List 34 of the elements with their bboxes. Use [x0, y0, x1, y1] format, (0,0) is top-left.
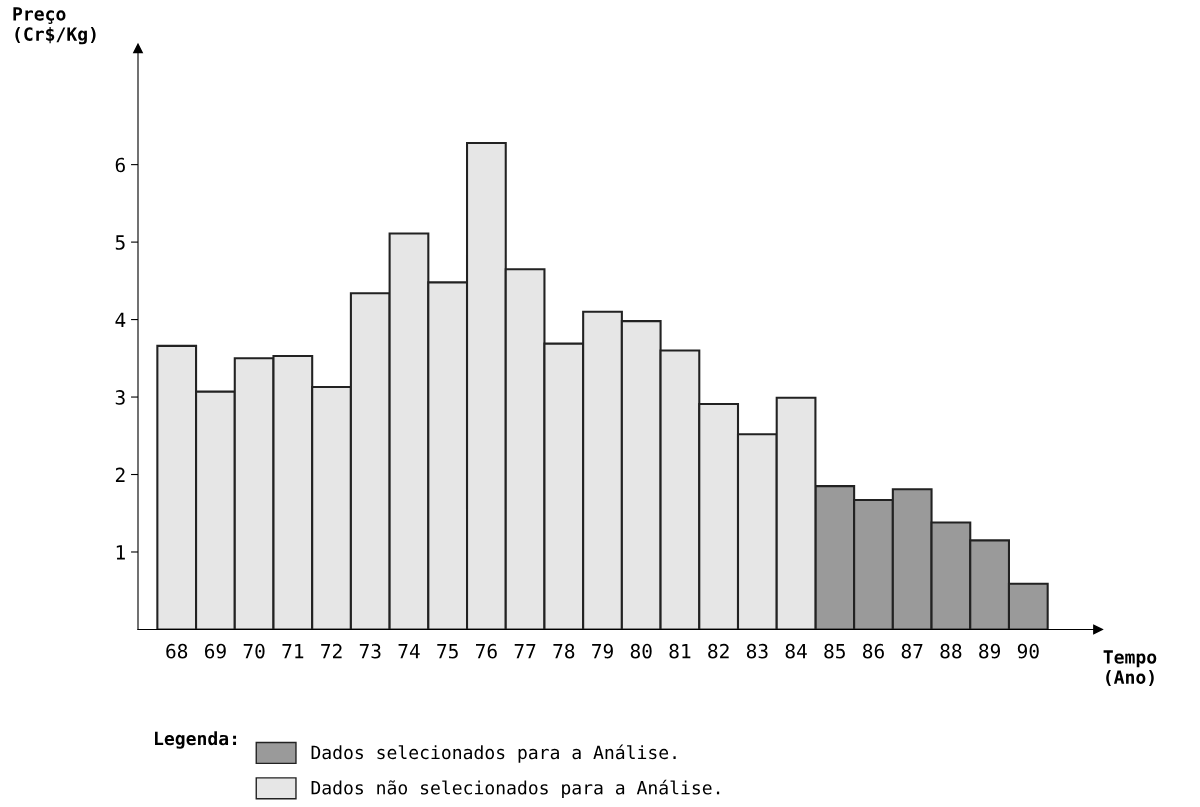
- x-tick-label: 68: [166, 643, 188, 659]
- x-tick-label: 82: [708, 643, 729, 659]
- x-tick-label: 69: [204, 643, 226, 659]
- legend-title: Legenda:: [155, 731, 237, 749]
- x-tick-label: 84: [785, 643, 807, 659]
- y-tick-label: 2: [115, 467, 125, 482]
- x-tick-label: 74: [398, 644, 420, 659]
- y-tick-label: 3: [115, 390, 125, 405]
- x-tick-label: 75: [437, 644, 458, 659]
- x-tick-label: 73: [359, 643, 381, 659]
- x-tick-label: 77: [514, 644, 536, 659]
- x-tick-label: 85: [824, 643, 845, 659]
- x-tick-label: 81: [669, 643, 691, 659]
- x-tick-label: 80: [630, 643, 652, 659]
- x-tick-label: 87: [901, 643, 923, 659]
- x-tick-label: 78: [553, 643, 575, 659]
- x-tick-label: 79: [592, 643, 613, 659]
- x-tick-label: 76: [476, 643, 497, 659]
- y-tick-label: 1: [116, 545, 125, 560]
- y-tick-label: 4: [115, 312, 126, 328]
- x-tick-label: 71: [282, 644, 304, 659]
- x-axis-title: Tempo (Ano): [1103, 650, 1157, 687]
- legend-label: Dados não selecionados para a Análise.: [311, 779, 720, 799]
- y-axis-title: Preço (Cr$/Kg): [13, 7, 96, 45]
- x-tick-label: 88: [940, 643, 962, 659]
- x-tick-label: 72: [321, 643, 342, 659]
- x-tick-label: 89: [979, 643, 1000, 659]
- x-tick-label: 86: [863, 643, 884, 659]
- y-tick-label: 5: [115, 235, 125, 250]
- x-tick-label: 90: [1017, 643, 1039, 659]
- x-tick-label: 70: [243, 643, 265, 659]
- x-tick-label: 83: [746, 643, 768, 659]
- legend-label: Dados selecionados para a Análise.: [311, 744, 676, 763]
- y-tick-label: 6: [115, 157, 125, 173]
